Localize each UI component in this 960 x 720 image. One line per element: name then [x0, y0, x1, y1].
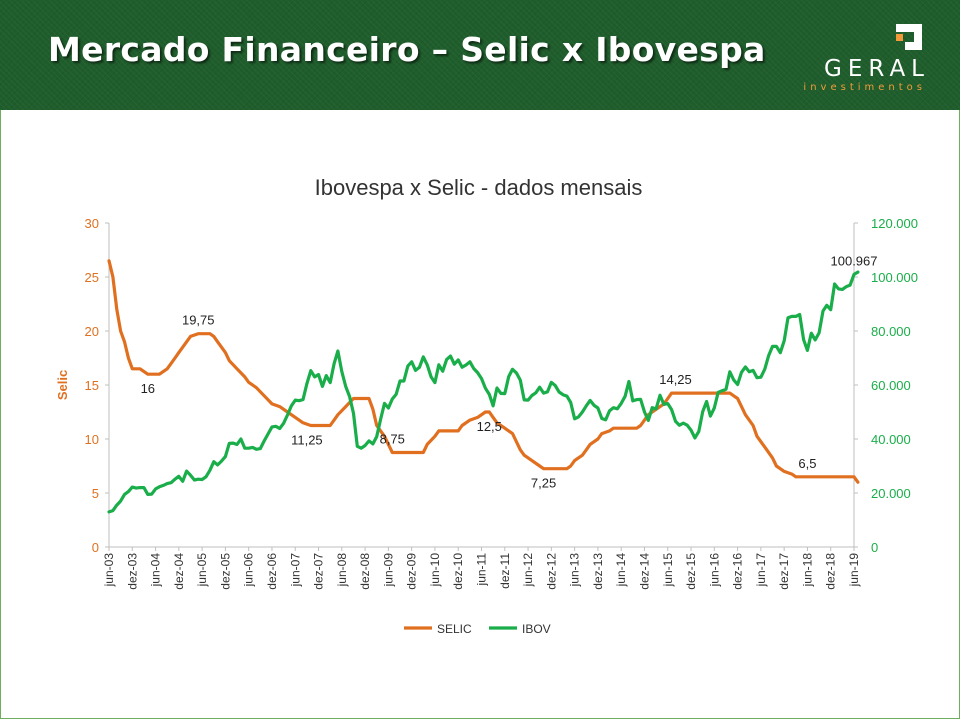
left-tick-label: 30 [85, 216, 99, 231]
left-tick-label: 15 [85, 378, 99, 393]
data-label: 7,25 [531, 476, 556, 491]
x-tick-label: jun-11 [475, 553, 489, 587]
x-tick-label: jun-15 [661, 553, 675, 588]
left-tick-label: 20 [85, 324, 99, 339]
x-tick-label: dez-04 [172, 553, 186, 590]
data-label: 6,5 [798, 456, 816, 471]
x-tick-label: dez-13 [591, 553, 605, 590]
x-tick-label: dez-16 [731, 553, 745, 590]
logo-subtitle: investimentos [803, 82, 926, 93]
data-label: 100.967 [831, 253, 878, 268]
right-tick-label: 40.000 [871, 432, 911, 447]
legend-label-selic: SELIC [437, 622, 472, 636]
x-tick-label: dez-14 [637, 553, 651, 590]
x-tick-label: dez-09 [405, 553, 419, 590]
chart-title: Ibovespa x Selic - dados mensais [315, 175, 643, 200]
x-tick-label: jun-06 [242, 553, 256, 588]
left-tick-label: 10 [85, 432, 99, 447]
right-tick-label: 120.000 [871, 216, 918, 231]
x-tick-label: jun-18 [800, 553, 814, 588]
logo-wordmark: GERAL [824, 56, 930, 82]
series-line-selic [107, 259, 860, 484]
x-tick-label: dez-18 [824, 553, 838, 590]
x-tick-label: dez-17 [777, 553, 791, 590]
x-tick-label: dez-06 [265, 553, 279, 590]
x-tick-label: jun-17 [754, 553, 768, 588]
x-tick-label: dez-15 [684, 553, 698, 590]
data-label: 19,75 [182, 313, 215, 328]
data-label: 12,5 [477, 419, 502, 434]
right-tick-label: 60.000 [871, 378, 911, 393]
x-tick-label: jun-07 [288, 553, 302, 588]
x-tick-label: dez-12 [544, 553, 558, 590]
x-tick-label: jun-09 [381, 553, 395, 588]
selic-ibov-chart: Ibovespa x Selic - dados mensais 0 5 10 15 20… [55, 175, 918, 636]
slide-title: Mercado Financeiro – Selic x Ibovespa [48, 30, 766, 69]
x-tick-label: dez-03 [125, 553, 139, 590]
x-tick-label: jun-10 [428, 553, 442, 588]
x-tick-label: jun-16 [707, 553, 721, 588]
x-tick-label: jun-08 [335, 553, 349, 588]
series-line-ibov [107, 270, 860, 514]
company-logo: GERAL investimentos [800, 22, 930, 96]
logo-mark-icon [896, 24, 922, 50]
right-tick-label: 80.000 [871, 324, 911, 339]
x-tick-label: dez-11 [498, 553, 512, 589]
right-tick-label: 20.000 [871, 486, 911, 501]
data-label: 11,25 [291, 433, 323, 448]
x-tick-label: jun-04 [149, 553, 163, 588]
legend-label-ibov: IBOV [522, 622, 551, 636]
x-tick-label: jun-12 [521, 553, 535, 588]
x-tick-label: jun-14 [614, 553, 628, 588]
data-label: 16 [141, 381, 155, 396]
slide-content: Ibovespa x Selic - dados mensais 0 5 10 15 20… [0, 110, 960, 719]
x-tick-label: dez-07 [312, 553, 326, 590]
right-tick-label: 0 [871, 540, 878, 555]
left-axis-title: Selic [55, 370, 70, 400]
left-tick-label: 5 [92, 486, 99, 501]
data-label: 8,75 [380, 432, 405, 447]
right-tick-label: 100.000 [871, 270, 918, 285]
x-tick-label: jun-19 [847, 553, 861, 588]
x-tick-label: dez-10 [451, 553, 465, 590]
left-tick-label: 0 [92, 540, 99, 555]
left-tick-label: 25 [85, 270, 99, 285]
x-tick-label: jun-13 [568, 553, 582, 588]
x-tick-label: jun-05 [195, 553, 209, 588]
slide-header: Mercado Financeiro – Selic x Ibovespa GE… [0, 0, 960, 110]
data-label: 14,25 [659, 372, 692, 387]
x-tick-label: dez-08 [358, 553, 372, 590]
x-tick-label: jun-03 [102, 553, 116, 588]
x-tick-label: dez-05 [218, 553, 232, 590]
